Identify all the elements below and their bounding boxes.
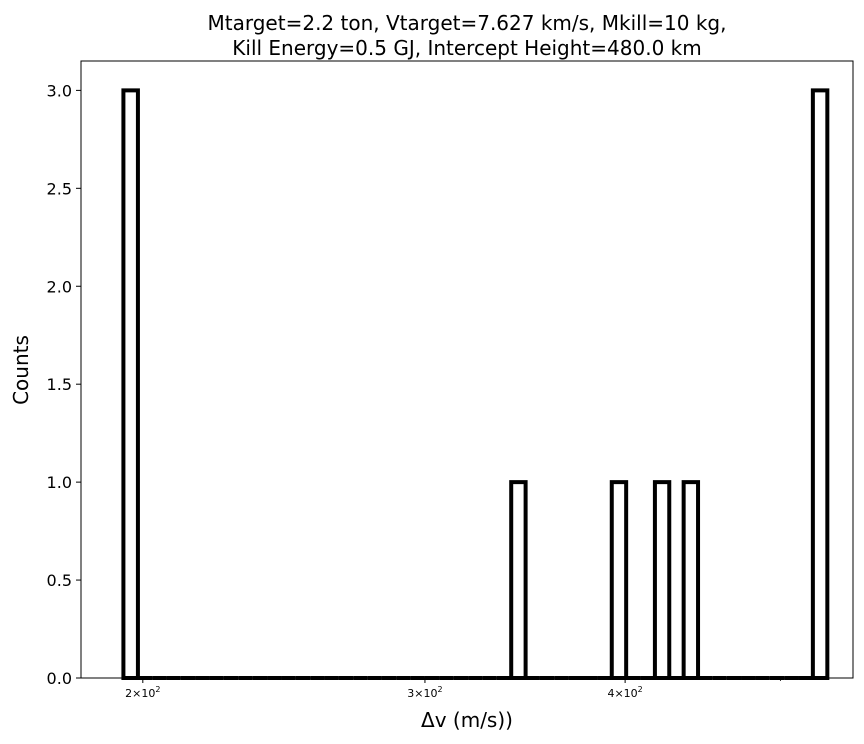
chart-title-line-2: Kill Energy=0.5 GJ, Intercept Height=480… <box>232 36 701 60</box>
x-tick-label: 2×102 <box>125 685 160 700</box>
histogram-bar <box>652 480 672 680</box>
y-axis-label: Counts <box>9 335 33 405</box>
y-tick-label: 2.5 <box>47 179 72 198</box>
histogram-bar <box>509 480 528 680</box>
histogram-bars <box>121 88 830 680</box>
chart-title-line-1: Mtarget=2.2 ton, Vtarget=7.627 km/s, Mki… <box>208 11 727 35</box>
histogram-bar <box>681 480 701 680</box>
y-tick-label: 1.5 <box>47 375 72 394</box>
x-tick-label: 4×102 <box>607 685 642 700</box>
y-tick-label: 0.5 <box>47 571 72 590</box>
histogram-bar <box>121 88 140 680</box>
y-tick-label: 1.0 <box>47 473 72 492</box>
y-tick-label: 2.0 <box>47 277 72 296</box>
histogram-bar <box>609 480 629 680</box>
histogram-bar <box>810 88 830 680</box>
y-axis-ticks: 0.0 0.5 1.0 1.5 2.0 2.5 3.0 <box>47 81 81 688</box>
plot-frame <box>80 60 854 679</box>
x-axis-label: Δv (m/s)) <box>421 708 513 732</box>
y-tick-label: 3.0 <box>47 81 72 100</box>
y-tick-label: 0.0 <box>47 669 72 688</box>
x-tick-label: 3×102 <box>407 685 442 700</box>
x-axis-ticks: 2×102 3×102 4×102 <box>125 678 781 700</box>
